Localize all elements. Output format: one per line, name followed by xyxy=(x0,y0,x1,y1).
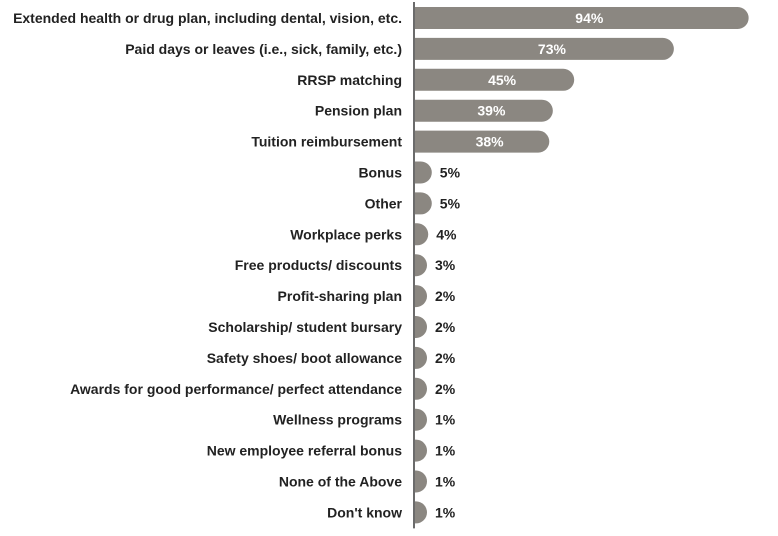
bar xyxy=(414,501,428,524)
value-label: 4% xyxy=(436,226,457,242)
bar xyxy=(414,254,427,277)
category-label: Bonus xyxy=(358,165,402,181)
bar xyxy=(414,223,429,246)
value-label: 3% xyxy=(435,257,456,273)
category-label: Profit-sharing plan xyxy=(278,288,402,304)
category-label: Paid days or leaves (i.e., sick, family,… xyxy=(125,41,402,57)
value-label: 38% xyxy=(476,134,505,150)
bars-group xyxy=(414,7,749,524)
category-label: Pension plan xyxy=(315,103,402,119)
category-label: RRSP matching xyxy=(297,72,402,88)
bar xyxy=(414,439,428,462)
bar xyxy=(414,161,432,184)
value-label: 1% xyxy=(435,412,456,428)
category-label: None of the Above xyxy=(279,474,402,490)
bar xyxy=(414,408,428,431)
value-label: 1% xyxy=(435,443,456,459)
value-label: 5% xyxy=(440,165,461,181)
value-label: 73% xyxy=(538,41,567,57)
category-label: Tuition reimbursement xyxy=(251,134,402,150)
value-label: 5% xyxy=(440,195,461,211)
value-label: 94% xyxy=(575,10,604,26)
bar xyxy=(414,7,749,30)
category-label: Workplace perks xyxy=(290,226,402,242)
value-label: 2% xyxy=(435,350,456,366)
category-label: Awards for good performance/ perfect att… xyxy=(70,381,402,397)
bar xyxy=(414,37,674,60)
bar xyxy=(414,99,553,122)
bar xyxy=(414,285,428,308)
category-label: Don't know xyxy=(327,504,402,520)
value-label: 1% xyxy=(435,504,456,520)
bar xyxy=(414,192,432,215)
bar xyxy=(414,377,428,400)
value-label: 1% xyxy=(435,474,456,490)
category-label: New employee referral bonus xyxy=(207,443,403,459)
category-label: Free products/ discounts xyxy=(235,257,402,273)
value-label: 39% xyxy=(477,103,506,119)
value-labels-group: 94% 73% 45% 39% 38% 5% 5% 4% 3% 2% 2% 2% 2% 1% 1% 1% 1% xyxy=(435,10,604,520)
category-label: Safety shoes/ boot allowance xyxy=(207,350,402,366)
value-label: 2% xyxy=(435,381,456,397)
bar xyxy=(414,346,428,369)
category-label: Extended health or drug plan, including … xyxy=(13,10,402,26)
bar xyxy=(414,68,575,91)
bar xyxy=(414,316,427,338)
value-label: 2% xyxy=(435,288,456,304)
value-label: 2% xyxy=(435,319,456,335)
category-label: Scholarship/ student bursary xyxy=(208,319,402,335)
bar xyxy=(414,130,550,153)
category-label: Other xyxy=(365,195,403,211)
category-labels-group: Extended health or drug plan, including … xyxy=(13,10,402,520)
value-label: 45% xyxy=(488,72,517,88)
category-label: Wellness programs xyxy=(273,412,402,428)
bar xyxy=(414,470,428,493)
